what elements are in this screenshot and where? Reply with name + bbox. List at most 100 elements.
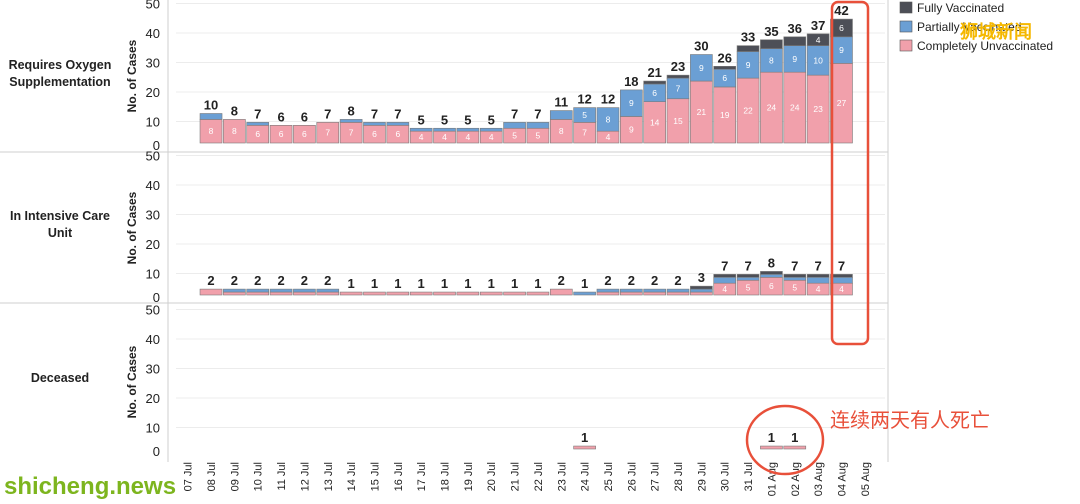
bar-total-label: 35 bbox=[764, 24, 778, 39]
y-tick-label: 0 bbox=[153, 138, 160, 153]
bar-total-label: 6 bbox=[301, 109, 308, 124]
segment-value-label: 4 bbox=[816, 35, 821, 45]
bar-segment bbox=[596, 107, 620, 132]
segment-value-label: 9 bbox=[629, 98, 634, 108]
x-tick-label: 10 Jul bbox=[253, 462, 265, 491]
bar-total-label: 7 bbox=[324, 106, 331, 121]
bar-total-label: 5 bbox=[488, 112, 495, 127]
bar-total-label: 1 bbox=[371, 276, 378, 291]
bar-total-label: 2 bbox=[254, 273, 261, 288]
bar-total-label: 7 bbox=[815, 258, 822, 273]
bar-segment bbox=[760, 271, 783, 275]
y-tick-label: 30 bbox=[146, 56, 160, 71]
segment-value-label: 27 bbox=[837, 98, 847, 108]
bar-total-label: 7 bbox=[511, 106, 518, 121]
bar-total-label: 18 bbox=[624, 74, 638, 89]
segment-value-label: 4 bbox=[606, 132, 611, 142]
bar-total-label: 33 bbox=[741, 30, 755, 45]
x-tick-label: 16 Jul bbox=[393, 462, 405, 491]
bar-total-label: 5 bbox=[441, 112, 448, 127]
bar-total-label: 6 bbox=[277, 109, 284, 124]
legend-swatch bbox=[899, 1, 913, 14]
x-tick-label: 27 Jul bbox=[650, 462, 662, 491]
bar-segment bbox=[386, 122, 410, 126]
segment-value-label: 5 bbox=[536, 131, 541, 141]
x-tick-label: 24 Jul bbox=[580, 462, 592, 491]
segment-value-label: 5 bbox=[746, 283, 751, 293]
segment-value-label: 7 bbox=[325, 128, 330, 138]
segment-value-label: 7 bbox=[349, 128, 354, 138]
bar-segment bbox=[620, 89, 643, 117]
bar-segment bbox=[386, 291, 410, 296]
bar-total-label: 7 bbox=[721, 258, 728, 273]
bar-segment bbox=[199, 113, 223, 120]
bar-segment bbox=[666, 288, 690, 293]
segment-value-label: 8 bbox=[232, 126, 237, 136]
bar-segment bbox=[736, 274, 760, 278]
bar-segment bbox=[339, 119, 363, 123]
bar-segment bbox=[760, 445, 783, 450]
bar-segment bbox=[456, 291, 480, 296]
bar-segment bbox=[806, 33, 830, 46]
bar-segment bbox=[713, 276, 737, 284]
bar-segment bbox=[690, 285, 713, 290]
bar-segment bbox=[760, 274, 783, 278]
bar-segment bbox=[620, 291, 643, 296]
x-tick-label: 25 Jul bbox=[603, 462, 615, 491]
bar-segment bbox=[246, 291, 270, 296]
bar-segment bbox=[666, 74, 690, 79]
bar-total-label: 7 bbox=[838, 258, 845, 273]
x-tick-label: 11 Jul bbox=[276, 462, 288, 491]
x-tick-label: 05 Aug bbox=[860, 462, 872, 496]
segment-value-label: 4 bbox=[419, 132, 424, 142]
bar-total-label: 2 bbox=[674, 273, 681, 288]
bar-total-label: 2 bbox=[277, 273, 284, 288]
legend-swatch bbox=[899, 20, 913, 33]
bar-segment bbox=[690, 291, 713, 296]
x-tick-label: 04 Aug bbox=[836, 462, 848, 496]
bar-segment bbox=[433, 127, 456, 132]
segment-value-label: 6 bbox=[722, 73, 727, 83]
bar-segment bbox=[526, 291, 550, 296]
bar-total-label: 26 bbox=[717, 50, 731, 65]
x-tick-label: 03 Aug bbox=[813, 462, 825, 496]
x-tick-label: 29 Jul bbox=[696, 462, 708, 491]
bar-segment bbox=[830, 276, 853, 284]
bar-segment bbox=[409, 127, 433, 132]
bar-segment bbox=[433, 291, 456, 296]
bar-total-label: 2 bbox=[324, 273, 331, 288]
bar-total-label: 2 bbox=[207, 273, 214, 288]
segment-value-label: 4 bbox=[816, 284, 821, 294]
bar-total-label: 2 bbox=[604, 273, 611, 288]
bar-segment bbox=[690, 54, 713, 82]
segment-value-label: 6 bbox=[372, 129, 377, 139]
segment-value-label: 7 bbox=[676, 83, 681, 93]
highlight-box-04-aug bbox=[830, 0, 870, 346]
x-tick-label: 14 Jul bbox=[346, 462, 358, 491]
y-axis-title: No. of Cases bbox=[125, 191, 139, 264]
y-tick-label: 40 bbox=[146, 26, 160, 41]
bar-total-label: 11 bbox=[554, 95, 568, 110]
segment-value-label: 7 bbox=[582, 128, 587, 138]
bar-total-label: 1 bbox=[488, 276, 495, 291]
bar-segment bbox=[246, 288, 270, 293]
y-tick-label: 20 bbox=[146, 237, 160, 252]
bar-total-label: 42 bbox=[834, 3, 848, 18]
segment-value-label: 8 bbox=[606, 114, 611, 124]
bar-segment bbox=[783, 274, 807, 278]
bar-total-label: 12 bbox=[601, 92, 615, 107]
segment-value-label: 9 bbox=[792, 54, 797, 64]
bar-total-label: 2 bbox=[301, 273, 308, 288]
segment-value-label: 5 bbox=[792, 283, 797, 293]
bar-segment bbox=[549, 110, 573, 120]
segment-value-label: 8 bbox=[209, 126, 214, 136]
bar-total-label: 7 bbox=[744, 258, 751, 273]
axis-titles: No. of Cases No. of Cases No. of Cases bbox=[125, 39, 139, 418]
segment-value-label: 5 bbox=[512, 131, 517, 141]
segment-value-label: 19 bbox=[720, 110, 730, 120]
bar-total-label: 12 bbox=[577, 92, 591, 107]
legend-swatch bbox=[899, 39, 913, 52]
bar-total-label: 30 bbox=[694, 39, 708, 54]
